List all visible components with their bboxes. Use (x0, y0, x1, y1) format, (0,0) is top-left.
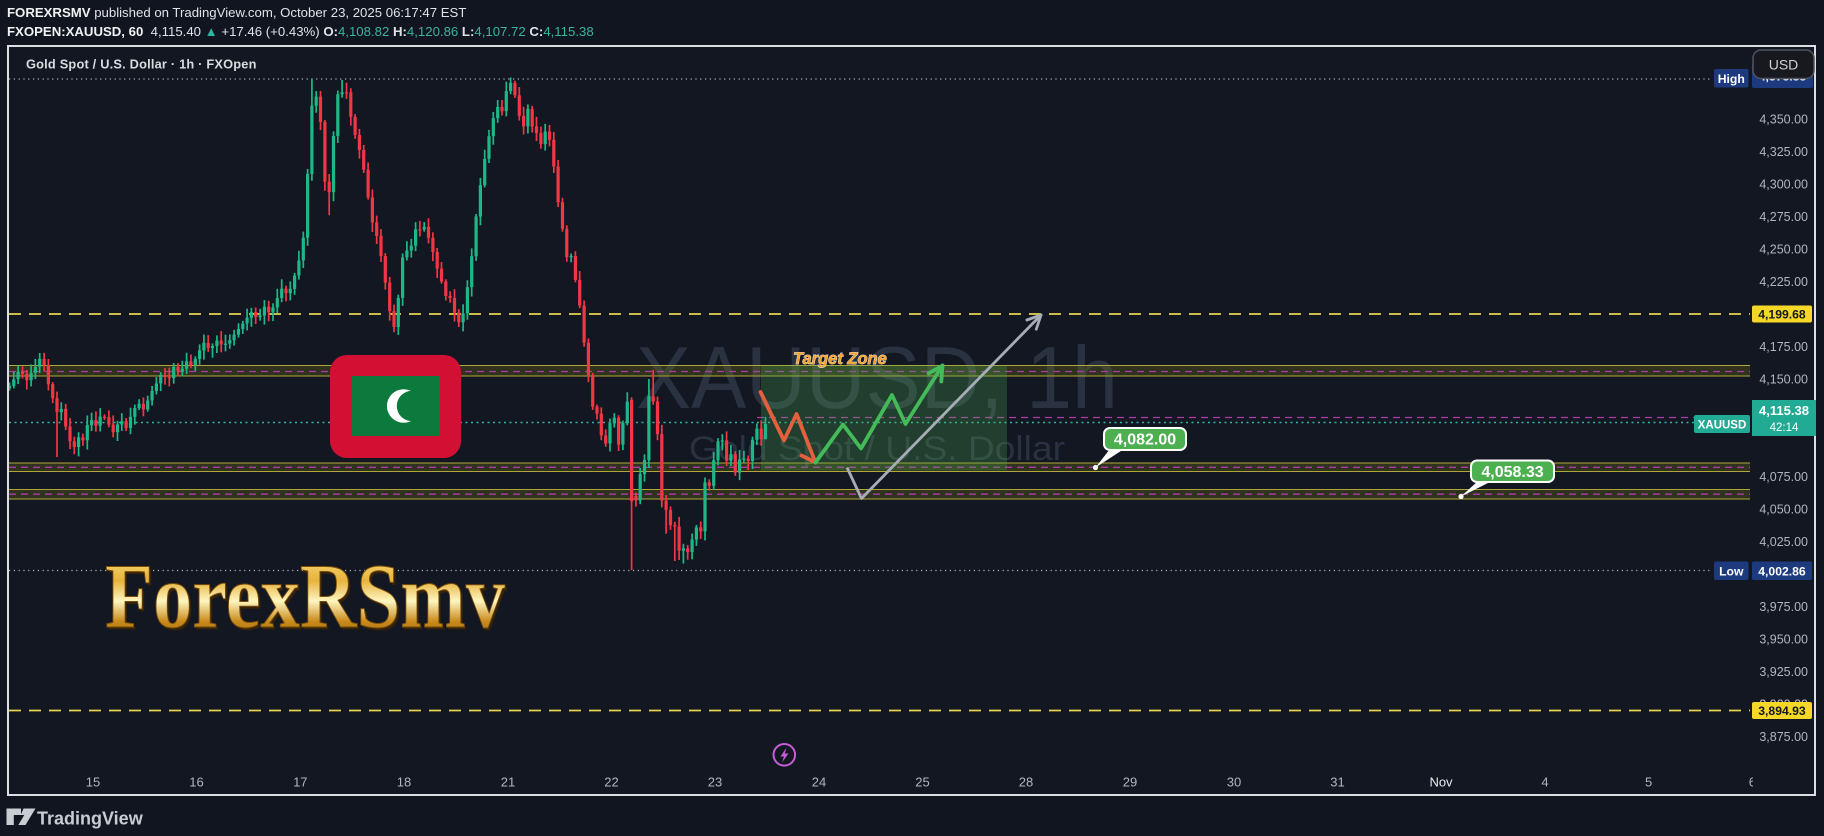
svg-text:Gold Spot / U.S. Dollar · 1h ·: Gold Spot / U.S. Dollar · 1h · FXOpen (26, 57, 257, 72)
svg-text:4,075.00: 4,075.00 (1759, 470, 1808, 484)
svg-text:XAUUSD, 1h: XAUUSD, 1h (636, 328, 1118, 427)
svg-text:4,050.00: 4,050.00 (1759, 503, 1808, 517)
svg-text:TradingView: TradingView (37, 809, 144, 829)
svg-text:4,150.00: 4,150.00 (1759, 373, 1808, 387)
svg-text:4,225.00: 4,225.00 (1759, 275, 1808, 289)
svg-text:4,002.86: 4,002.86 (1758, 564, 1806, 578)
svg-text:Nov: Nov (1429, 775, 1453, 790)
svg-text:23: 23 (708, 775, 722, 790)
svg-text:4,058.33: 4,058.33 (1481, 464, 1543, 481)
svg-text:5: 5 (1645, 775, 1652, 790)
svg-text:Target Zone: Target Zone (793, 350, 887, 368)
svg-text:4,175.00: 4,175.00 (1759, 340, 1808, 354)
svg-text:4,300.00: 4,300.00 (1759, 178, 1808, 192)
svg-text:17: 17 (293, 775, 307, 790)
svg-text:High: High (1718, 72, 1745, 86)
svg-text:22: 22 (604, 775, 618, 790)
svg-text:4,025.00: 4,025.00 (1759, 535, 1808, 549)
svg-text:4,199.68: 4,199.68 (1758, 308, 1806, 322)
svg-text:4: 4 (1541, 775, 1548, 790)
svg-text:4,350.00: 4,350.00 (1759, 113, 1808, 127)
svg-text:42:14: 42:14 (1770, 422, 1799, 434)
svg-text:6: 6 (1749, 775, 1756, 790)
svg-text:ForexRSmv: ForexRSmv (105, 545, 505, 647)
svg-text:4,325.00: 4,325.00 (1759, 145, 1808, 159)
svg-text:16: 16 (189, 775, 203, 790)
svg-text:ForexRSmv: ForexRSmv (107, 548, 507, 650)
svg-text:3,975.00: 3,975.00 (1759, 600, 1808, 614)
svg-text:3,925.00: 3,925.00 (1759, 665, 1808, 679)
svg-text:15: 15 (86, 775, 100, 790)
svg-text:3,950.00: 3,950.00 (1759, 633, 1808, 647)
svg-text:4,275.00: 4,275.00 (1759, 210, 1808, 224)
svg-text:USD: USD (1769, 57, 1799, 73)
svg-text:21: 21 (501, 775, 515, 790)
svg-text:Low: Low (1719, 564, 1744, 578)
svg-text:28: 28 (1019, 775, 1033, 790)
svg-text:30: 30 (1227, 775, 1241, 790)
svg-text:XAUUSD: XAUUSD (1698, 420, 1747, 432)
svg-text:4,115.38: 4,115.38 (1759, 403, 1809, 418)
svg-text:4,250.00: 4,250.00 (1759, 243, 1808, 257)
svg-text:31: 31 (1330, 775, 1344, 790)
svg-text:4,082.00: 4,082.00 (1114, 432, 1176, 449)
svg-text:18: 18 (397, 775, 411, 790)
svg-text:29: 29 (1123, 775, 1137, 790)
svg-text:3,875.00: 3,875.00 (1759, 730, 1808, 744)
svg-text:25: 25 (915, 775, 929, 790)
svg-text:3,894.93: 3,894.93 (1758, 704, 1806, 718)
svg-text:24: 24 (812, 775, 826, 790)
